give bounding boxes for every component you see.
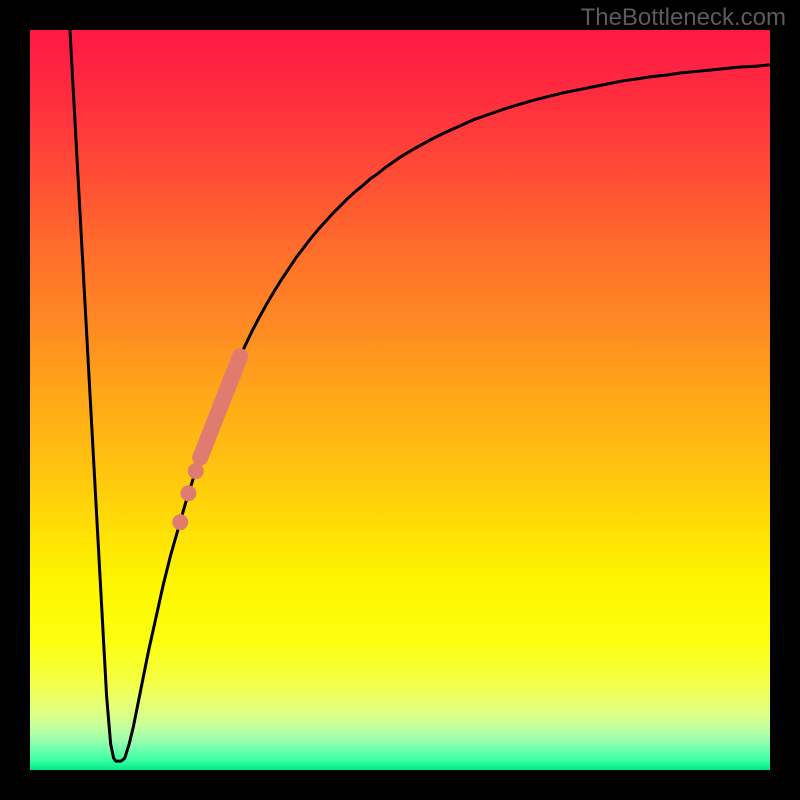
highlight-dot — [172, 514, 188, 530]
watermark-text: TheBottleneck.com — [581, 4, 786, 32]
bottleneck-curve-chart — [0, 0, 800, 800]
plot-background — [30, 30, 770, 770]
highlight-dot — [180, 485, 196, 501]
highlight-dot — [188, 463, 204, 479]
chart-frame: TheBottleneck.com — [0, 0, 800, 800]
